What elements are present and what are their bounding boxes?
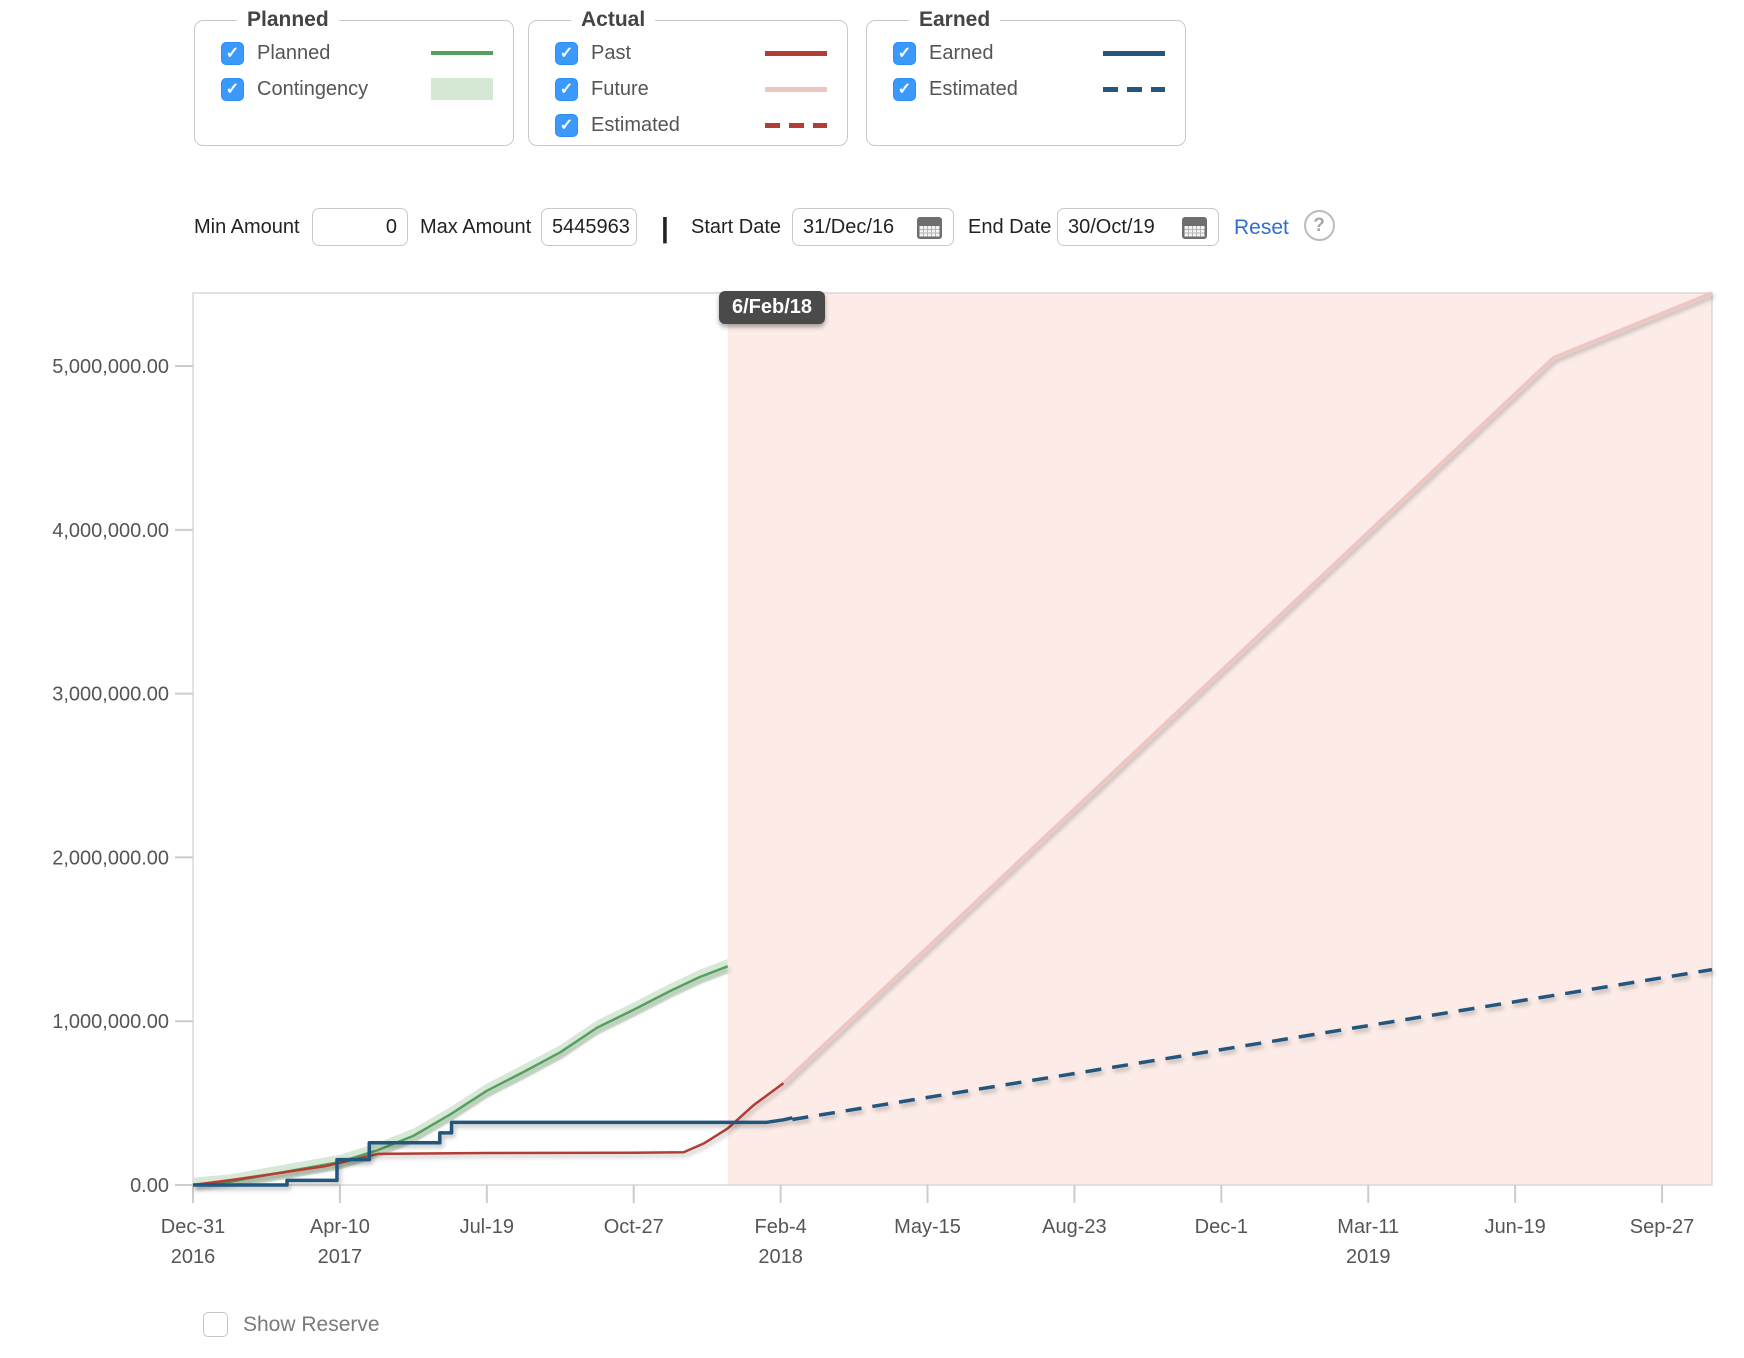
future-shaded-region <box>727 293 1712 1185</box>
start-date-input[interactable]: 31/Dec/16 <box>792 208 954 246</box>
x-axis-year-label: 2018 <box>758 1246 803 1268</box>
x-axis-label: Jun-19 <box>1485 1216 1546 1238</box>
max-amount-input[interactable]: 5445963 <box>541 208 637 246</box>
y-axis-label: 5,000,000.00 <box>52 356 169 378</box>
legend-item-label: Contingency <box>257 77 369 100</box>
actual-estimated-dash-swatch <box>765 122 827 128</box>
end-date-label: End Date <box>968 216 1052 238</box>
contingency-checkbox[interactable] <box>221 77 244 101</box>
start-date-value: 31/Dec/16 <box>803 215 895 238</box>
max-amount-value: 5445963 <box>552 215 630 238</box>
legend-item-contingency: Contingency <box>221 76 493 102</box>
x-axis-label: Dec-31 <box>161 1216 225 1238</box>
y-axis-label: 2,000,000.00 <box>52 847 169 869</box>
cursor-tooltip[interactable]: 6/Feb/18 <box>719 291 826 324</box>
y-axis-label: 4,000,000.00 <box>52 520 169 542</box>
reset-link[interactable]: Reset <box>1234 216 1289 239</box>
series-actual_future-line <box>782 291 1713 1085</box>
y-axis-label: 0.00 <box>130 1175 169 1197</box>
calendar-icon[interactable] <box>1181 215 1208 240</box>
min-amount-input[interactable]: 0 <box>312 208 408 246</box>
earned-line-swatch <box>1103 50 1165 56</box>
legend-item-earned: Earned <box>893 40 1165 66</box>
legend-group-title: Actual <box>581 8 646 31</box>
legend-item-label: Future <box>591 77 649 100</box>
x-axis-year-label: 2017 <box>318 1246 363 1268</box>
min-amount-label: Min Amount <box>194 216 300 238</box>
legend-group-title: Earned <box>919 8 991 31</box>
x-axis-label: Apr-10 <box>310 1216 370 1238</box>
plot-border <box>192 292 1713 1186</box>
filter-separator: | <box>661 212 669 243</box>
earned-estimated-checkbox[interactable] <box>893 77 916 101</box>
earned-estimated-dash-swatch <box>1103 86 1165 92</box>
legend-item-past: Past <box>555 40 827 66</box>
legend-item-actual-estimated: Estimated <box>555 112 827 138</box>
evm-chart: Dec-31 2016 Apr-10 2017 Jul-19 Oct-27 Feb-4 201… <box>52 291 1713 1268</box>
x-axis-label: Mar-11 <box>1337 1216 1399 1238</box>
past-checkbox[interactable] <box>555 41 578 65</box>
help-icon[interactable] <box>1304 210 1335 241</box>
legend-item-label: Past <box>591 41 632 64</box>
series-earned-line <box>193 1116 793 1187</box>
legend-group-actual: Actual Past Future Estimated <box>528 8 848 146</box>
series-earned_estimated-line <box>792 967 1713 1122</box>
planned-checkbox[interactable] <box>221 41 244 65</box>
y-axis-label: 3,000,000.00 <box>52 684 169 706</box>
legend-item-label: Estimated <box>929 77 1018 100</box>
filter-bar: Min Amount 0 Max Amount 5445963 | Start … <box>0 208 1744 252</box>
legend-item-planned: Planned <box>221 40 493 66</box>
legend-item-label: Estimated <box>591 113 680 136</box>
legend-group-earned: Earned Earned Estimated <box>866 8 1186 146</box>
end-date-value: 30/Oct/19 <box>1068 215 1155 238</box>
y-axis-label: 1,000,000.00 <box>52 1011 169 1033</box>
x-axis-label: Dec-1 <box>1195 1216 1248 1238</box>
x-axis-year-label: 2016 <box>171 1246 216 1268</box>
past-line-swatch <box>765 50 827 56</box>
legend-group-planned: Planned Planned Contingency <box>194 8 514 146</box>
x-axis-label: Aug-23 <box>1042 1216 1107 1238</box>
max-amount-label: Max Amount <box>420 216 532 238</box>
legend-item-earned-estimated: Estimated <box>893 76 1165 102</box>
contingency-fill-swatch <box>431 78 493 100</box>
legend-group-title: Planned <box>247 8 329 31</box>
x-axis-label: Feb-4 <box>754 1216 806 1238</box>
x-axis-year-label: 2019 <box>1346 1246 1391 1268</box>
calendar-icon[interactable] <box>916 215 943 240</box>
planned-line-swatch <box>431 51 493 55</box>
show-reserve-checkbox[interactable] <box>203 1312 228 1337</box>
x-axis-label: May-15 <box>894 1216 961 1238</box>
x-axis-label: Oct-27 <box>604 1216 664 1238</box>
legend-item-label: Planned <box>257 41 331 64</box>
x-axis-label: Sep-27 <box>1630 1216 1695 1238</box>
start-date-label: Start Date <box>691 216 782 238</box>
future-checkbox[interactable] <box>555 77 578 101</box>
show-reserve-label: Show Reserve <box>243 1312 380 1336</box>
earned-checkbox[interactable] <box>893 41 916 65</box>
series-actual_past-line <box>192 1082 785 1187</box>
min-amount-value: 0 <box>385 215 397 238</box>
actual-estimated-checkbox[interactable] <box>555 113 578 137</box>
series-contingency-band <box>193 958 728 1185</box>
future-line-swatch <box>765 86 827 92</box>
legend-item-label: Earned <box>929 41 994 64</box>
x-axis-label: Jul-19 <box>460 1216 514 1238</box>
legend-item-future: Future <box>555 76 827 102</box>
end-date-input[interactable]: 30/Oct/19 <box>1057 208 1219 246</box>
show-reserve-row: Show Reserve <box>203 1312 380 1337</box>
